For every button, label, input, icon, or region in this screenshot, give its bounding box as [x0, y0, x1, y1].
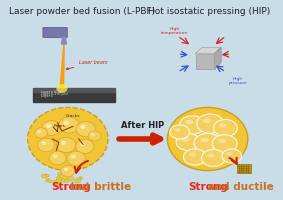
Circle shape: [35, 128, 48, 138]
Ellipse shape: [176, 133, 200, 151]
Circle shape: [38, 138, 55, 152]
Ellipse shape: [207, 153, 215, 157]
Circle shape: [53, 154, 58, 158]
Ellipse shape: [200, 138, 209, 142]
Text: High
temperature: High temperature: [161, 27, 188, 35]
Polygon shape: [196, 47, 221, 53]
Text: Hot isostatic pressing (HIP): Hot isostatic pressing (HIP): [148, 7, 270, 16]
Circle shape: [56, 84, 68, 93]
Ellipse shape: [183, 149, 206, 165]
Text: Layer n (0 µm): Layer n (0 µm): [41, 90, 65, 94]
Circle shape: [49, 151, 66, 165]
Polygon shape: [60, 44, 64, 88]
Ellipse shape: [185, 120, 194, 124]
Circle shape: [28, 107, 108, 171]
Circle shape: [56, 137, 76, 153]
Circle shape: [80, 142, 85, 146]
FancyBboxPatch shape: [196, 53, 215, 68]
Ellipse shape: [201, 149, 226, 167]
Circle shape: [46, 180, 48, 182]
Text: Cracks: Cracks: [66, 114, 81, 118]
Ellipse shape: [213, 119, 237, 137]
Circle shape: [59, 117, 79, 133]
Text: Layer n-1 (0 µm): Layer n-1 (0 µm): [41, 92, 68, 96]
Circle shape: [42, 121, 61, 135]
Circle shape: [57, 173, 62, 176]
Circle shape: [62, 175, 68, 179]
Text: Pores: Pores: [53, 124, 65, 128]
Circle shape: [76, 121, 95, 137]
Circle shape: [56, 179, 62, 183]
Circle shape: [80, 177, 83, 179]
Ellipse shape: [197, 114, 224, 133]
Text: High
pressure: High pressure: [229, 77, 248, 85]
Circle shape: [80, 125, 85, 129]
Circle shape: [68, 176, 74, 181]
Circle shape: [46, 124, 51, 128]
Text: but brittle: but brittle: [67, 182, 131, 192]
Circle shape: [43, 174, 47, 178]
Circle shape: [71, 154, 76, 158]
Circle shape: [67, 151, 85, 166]
Circle shape: [37, 130, 41, 133]
Ellipse shape: [222, 149, 242, 163]
Circle shape: [63, 178, 69, 183]
Circle shape: [47, 179, 52, 183]
Circle shape: [61, 141, 66, 145]
Circle shape: [41, 141, 46, 145]
Ellipse shape: [194, 133, 221, 153]
Text: Strong: Strong: [51, 182, 91, 192]
Circle shape: [46, 174, 49, 177]
Ellipse shape: [189, 153, 196, 157]
Circle shape: [64, 168, 68, 171]
Ellipse shape: [203, 118, 212, 123]
Ellipse shape: [174, 128, 181, 132]
Circle shape: [88, 131, 101, 141]
Ellipse shape: [212, 135, 237, 152]
Ellipse shape: [219, 123, 227, 127]
FancyBboxPatch shape: [43, 27, 67, 38]
Polygon shape: [60, 44, 64, 88]
Polygon shape: [215, 47, 221, 68]
Circle shape: [168, 107, 248, 171]
Text: Laser beam: Laser beam: [66, 60, 108, 70]
Polygon shape: [33, 88, 115, 92]
Polygon shape: [33, 92, 115, 102]
Ellipse shape: [182, 137, 189, 141]
Circle shape: [53, 180, 59, 185]
Circle shape: [60, 179, 65, 182]
Ellipse shape: [218, 139, 226, 143]
Circle shape: [61, 165, 75, 177]
Circle shape: [63, 121, 69, 125]
Circle shape: [41, 174, 46, 178]
Circle shape: [46, 178, 49, 180]
Circle shape: [56, 176, 62, 181]
Text: Strong: Strong: [188, 182, 228, 192]
Ellipse shape: [170, 125, 190, 139]
Ellipse shape: [179, 116, 205, 134]
Polygon shape: [61, 37, 67, 44]
Text: Laser powder bed fusion (L-PBF): Laser powder bed fusion (L-PBF): [9, 7, 155, 16]
Circle shape: [75, 179, 80, 183]
Circle shape: [91, 133, 95, 136]
Circle shape: [75, 178, 81, 183]
Circle shape: [76, 139, 94, 154]
Text: and ductile: and ductile: [204, 182, 274, 192]
Ellipse shape: [226, 152, 233, 156]
FancyBboxPatch shape: [237, 164, 251, 173]
Text: After HIP: After HIP: [121, 121, 164, 130]
Text: Layer n: Layer n: [41, 94, 53, 98]
Circle shape: [79, 177, 82, 179]
